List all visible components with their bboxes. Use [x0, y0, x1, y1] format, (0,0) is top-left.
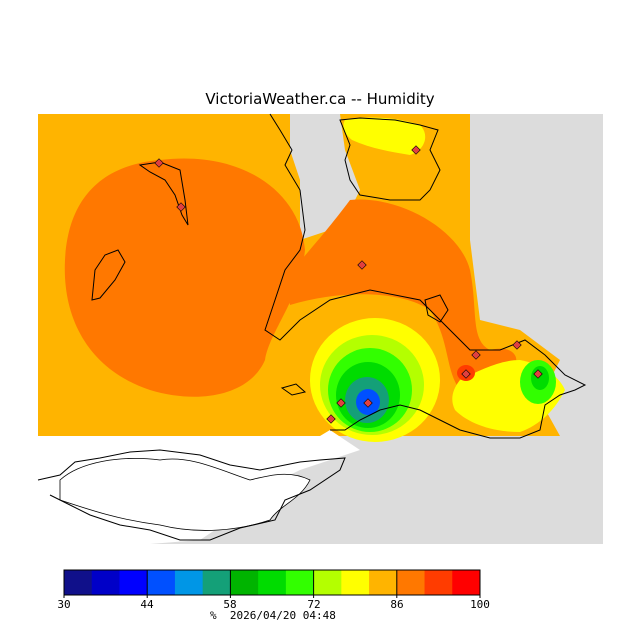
- station-marker: [357, 260, 367, 270]
- station-marker: [461, 369, 471, 379]
- station-marker: [512, 340, 522, 350]
- humidity-darkgreen-east: [531, 366, 549, 390]
- coastline-island-north: [339, 117, 441, 201]
- legend-timestamp: 2026/04/20 04:48: [229, 609, 336, 622]
- colorbar-swatch: [202, 570, 231, 595]
- humidity-high-west: [64, 158, 305, 397]
- coastline-lake-north: [138, 161, 189, 226]
- colorbar-swatch: [369, 570, 398, 595]
- station-marker: [533, 369, 543, 379]
- humidity-high-east: [285, 199, 517, 392]
- legend-tick-label: 100: [470, 598, 490, 611]
- colorbar-swatch: [230, 570, 259, 595]
- colorbar-swatch: [341, 570, 370, 595]
- legend-tick-label: 58: [223, 598, 237, 611]
- station-marker: [154, 158, 164, 168]
- colorbar-swatch: [174, 570, 204, 595]
- colorbar-swatch: [396, 570, 426, 595]
- coastline-south: [37, 449, 346, 541]
- colorbar-swatch: [258, 570, 287, 595]
- colorbar-swatch: [91, 570, 120, 595]
- colorbar-swatch: [119, 570, 148, 595]
- colorbar-swatch: [424, 570, 453, 595]
- legend-tick-label: 44: [140, 598, 154, 611]
- colorbar-swatch: [285, 570, 315, 595]
- colorbar-swatch: [452, 570, 481, 595]
- station-marker: [336, 398, 346, 408]
- island-small: [280, 383, 307, 396]
- legend-caption: % 2026/04/20 04:48: [210, 609, 336, 622]
- station-marker: [326, 414, 336, 424]
- land-north-strip: [290, 114, 360, 240]
- station-marker: [411, 145, 421, 155]
- weather-stations: [154, 145, 543, 424]
- legend-tick-label: 86: [390, 598, 404, 611]
- humidity-legend-colorbar: [63, 569, 481, 598]
- station-marker: [471, 350, 481, 360]
- station-marker: [363, 398, 373, 408]
- colorbar-swatch: [64, 570, 93, 595]
- humidity-medium-north: [343, 117, 426, 155]
- island-small-2: [424, 294, 449, 323]
- land-south: [59, 458, 311, 531]
- coastline-lake: [91, 249, 126, 301]
- legend-unit: %: [210, 609, 217, 622]
- station-marker: [176, 202, 186, 212]
- legend-tick-label: 72: [307, 598, 321, 611]
- land-east: [470, 114, 603, 436]
- colorbar-swatch: [313, 570, 342, 595]
- legend-tick-label: 30: [57, 598, 71, 611]
- map-title: VictoriaWeather.ca -- Humidity: [205, 90, 435, 108]
- colorbar-swatch: [147, 570, 176, 595]
